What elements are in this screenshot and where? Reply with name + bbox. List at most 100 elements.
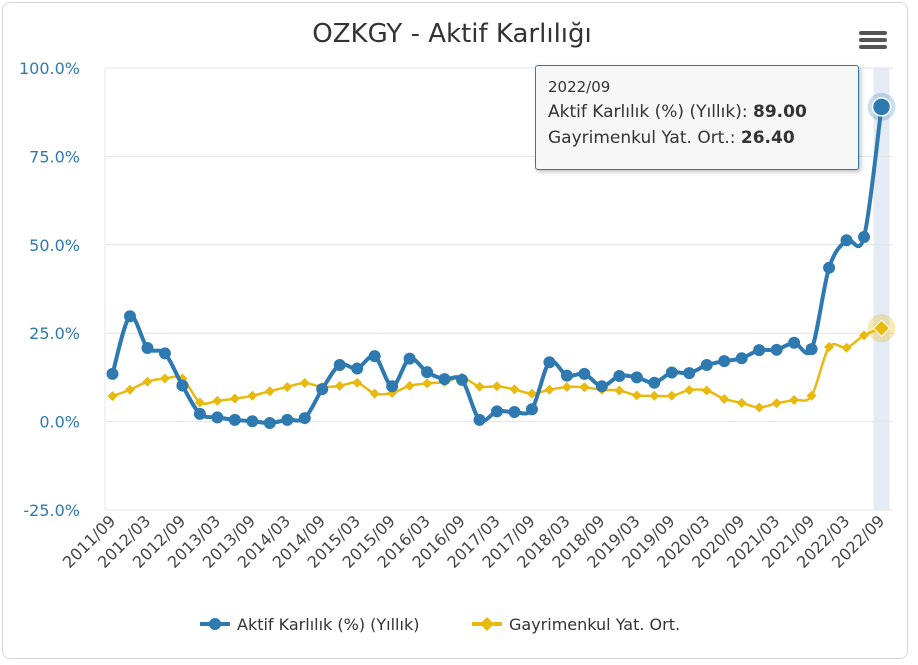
data-point — [334, 380, 345, 391]
data-point — [718, 355, 731, 368]
y-tick-label: 25.0% — [29, 324, 80, 343]
data-point — [754, 402, 765, 413]
data-point — [560, 369, 573, 382]
data-point — [543, 356, 556, 369]
y-tick-label: 75.0% — [29, 147, 80, 166]
data-point — [386, 380, 399, 393]
data-point — [788, 336, 801, 349]
data-point — [719, 393, 730, 404]
data-point — [456, 373, 469, 386]
data-point — [263, 417, 276, 430]
data-point — [770, 343, 783, 356]
data-point — [299, 378, 310, 389]
data-point — [735, 352, 748, 365]
data-point — [509, 384, 520, 395]
data-point — [666, 390, 677, 401]
data-point — [871, 97, 892, 117]
data-point — [176, 379, 189, 392]
data-point — [159, 373, 170, 384]
data-point — [474, 381, 485, 392]
legend-item-series-2[interactable]: Gayrimenkul Yat. Ort. — [472, 615, 680, 634]
data-point — [630, 371, 643, 384]
data-point — [683, 367, 696, 380]
data-point — [158, 347, 171, 360]
data-point — [649, 390, 660, 401]
data-point — [124, 384, 135, 395]
legend-item-series-1[interactable]: Aktif Karlılık (%) (Yıllık) — [200, 615, 419, 634]
data-point — [473, 413, 486, 426]
tooltip-row-series-2: Gayrimenkul Yat. Ort.: 26.40 — [548, 128, 795, 148]
data-point — [422, 378, 433, 389]
data-point — [264, 386, 275, 397]
y-tick-label: -25.0% — [23, 501, 80, 520]
data-point — [665, 366, 678, 379]
tooltip-value-series-2: 26.40 — [740, 128, 795, 148]
data-point — [351, 362, 364, 375]
data-point — [561, 381, 572, 392]
data-point — [595, 380, 608, 393]
data-point — [193, 407, 206, 420]
data-point — [578, 367, 591, 380]
data-point — [107, 391, 118, 402]
data-point — [421, 366, 434, 379]
tooltip-value-series-1: 89.00 — [753, 102, 807, 122]
menu-icon-bar — [859, 31, 887, 35]
data-point — [282, 381, 293, 392]
series-layer — [106, 92, 896, 430]
data-point — [212, 395, 223, 406]
data-point — [526, 388, 537, 399]
data-point — [508, 406, 521, 419]
y-tick-label: 50.0% — [29, 236, 80, 255]
data-point — [806, 390, 817, 401]
tooltip: 2022/09 Aktif Karlılık (%) (Yıllık): 89.… — [535, 65, 859, 170]
menu-icon-bar — [859, 38, 887, 42]
hover-band-rect — [873, 68, 890, 510]
data-point — [684, 385, 695, 396]
menu-icon-bar — [859, 45, 887, 49]
data-point — [298, 412, 311, 425]
data-point — [142, 376, 153, 387]
data-point — [753, 344, 766, 357]
series-line-2 — [112, 327, 882, 409]
data-point — [858, 231, 871, 244]
data-point — [281, 413, 294, 426]
data-point — [823, 261, 836, 274]
tooltip-row-series-1: Aktif Karlılık (%) (Yıllık): 89.00 — [548, 102, 807, 122]
data-point — [824, 341, 835, 352]
data-point — [613, 369, 626, 382]
data-point — [771, 398, 782, 409]
y-tick-label: 100.0% — [19, 59, 80, 78]
data-point — [840, 234, 853, 247]
data-point — [403, 352, 416, 365]
y-axis-labels: 100.0% 75.0% 50.0% 25.0% 0.0% -25.0% — [19, 59, 80, 520]
data-point — [700, 359, 713, 372]
data-point — [247, 390, 258, 401]
tooltip-label-series-2: Gayrimenkul Yat. Ort.: — [548, 128, 741, 148]
data-point — [316, 383, 329, 396]
data-point — [841, 342, 852, 353]
hover-band — [873, 68, 890, 510]
data-point — [333, 359, 346, 372]
data-point — [579, 382, 590, 393]
chart-title: OZKGY - Aktif Karlılığı — [312, 19, 592, 49]
data-point — [369, 388, 380, 399]
legend: Aktif Karlılık (%) (Yıllık) Gayrimenkul … — [200, 615, 680, 634]
data-point — [859, 330, 870, 341]
tooltip-date: 2022/09 — [548, 78, 611, 96]
data-point — [229, 393, 240, 404]
x-axis-labels: 2011/092012/032012/092013/032013/092014/… — [59, 511, 888, 571]
legend-marker-series-2 — [480, 617, 494, 631]
legend-label-series-2: Gayrimenkul Yat. Ort. — [509, 615, 680, 634]
data-point — [492, 381, 502, 392]
data-point — [404, 380, 415, 391]
menu-icon[interactable] — [856, 28, 890, 56]
data-point — [352, 377, 363, 388]
data-point — [805, 343, 818, 356]
data-point — [614, 385, 625, 396]
series-2 — [107, 314, 896, 413]
data-point — [872, 319, 891, 337]
data-point — [648, 376, 661, 389]
data-point — [438, 373, 451, 386]
data-point — [631, 390, 642, 401]
